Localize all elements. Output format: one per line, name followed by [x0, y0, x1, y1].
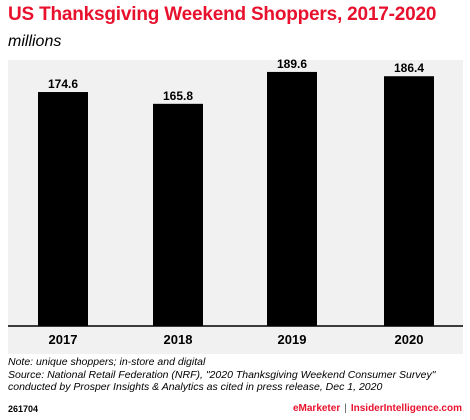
value-label-2019: 189.6	[277, 57, 307, 71]
bar-2018	[153, 103, 203, 326]
bar-2017	[38, 92, 88, 326]
brand-emarketer: eMarketer	[292, 403, 341, 414]
x-tick-label-2018: 2018	[164, 332, 193, 347]
bar-2020	[384, 76, 434, 326]
notes-block: Note: unique shoppers; in-store and digi…	[8, 356, 435, 394]
source-text-line2: conducted by Prosper Insights & Analytic…	[8, 381, 383, 393]
x-tick-label-2020: 2020	[395, 332, 424, 347]
value-label-2017: 174.6	[48, 77, 78, 91]
brand-insiderintelligence: InsiderIntelligence.com	[350, 403, 462, 414]
note-text: Note: unique shoppers; in-store and digi…	[8, 356, 206, 368]
footer-separator: |	[344, 403, 347, 414]
chart-title: US Thanksgiving Weekend Shoppers, 2017-2…	[8, 4, 437, 25]
value-label-2018: 165.8	[163, 89, 193, 103]
chart-subtitle: millions	[8, 33, 62, 50]
source-text-line1: Source: National Retail Federation (NRF)…	[8, 368, 436, 381]
value-label-2020: 186.4	[394, 61, 424, 75]
x-tick-label-2019: 2019	[278, 332, 307, 347]
chart-id: 261704	[8, 404, 39, 414]
x-tick-label-2017: 2017	[49, 332, 78, 347]
footer-brand: eMarketer | InsiderIntelligence.com	[293, 403, 462, 414]
bar-2019	[267, 71, 317, 326]
